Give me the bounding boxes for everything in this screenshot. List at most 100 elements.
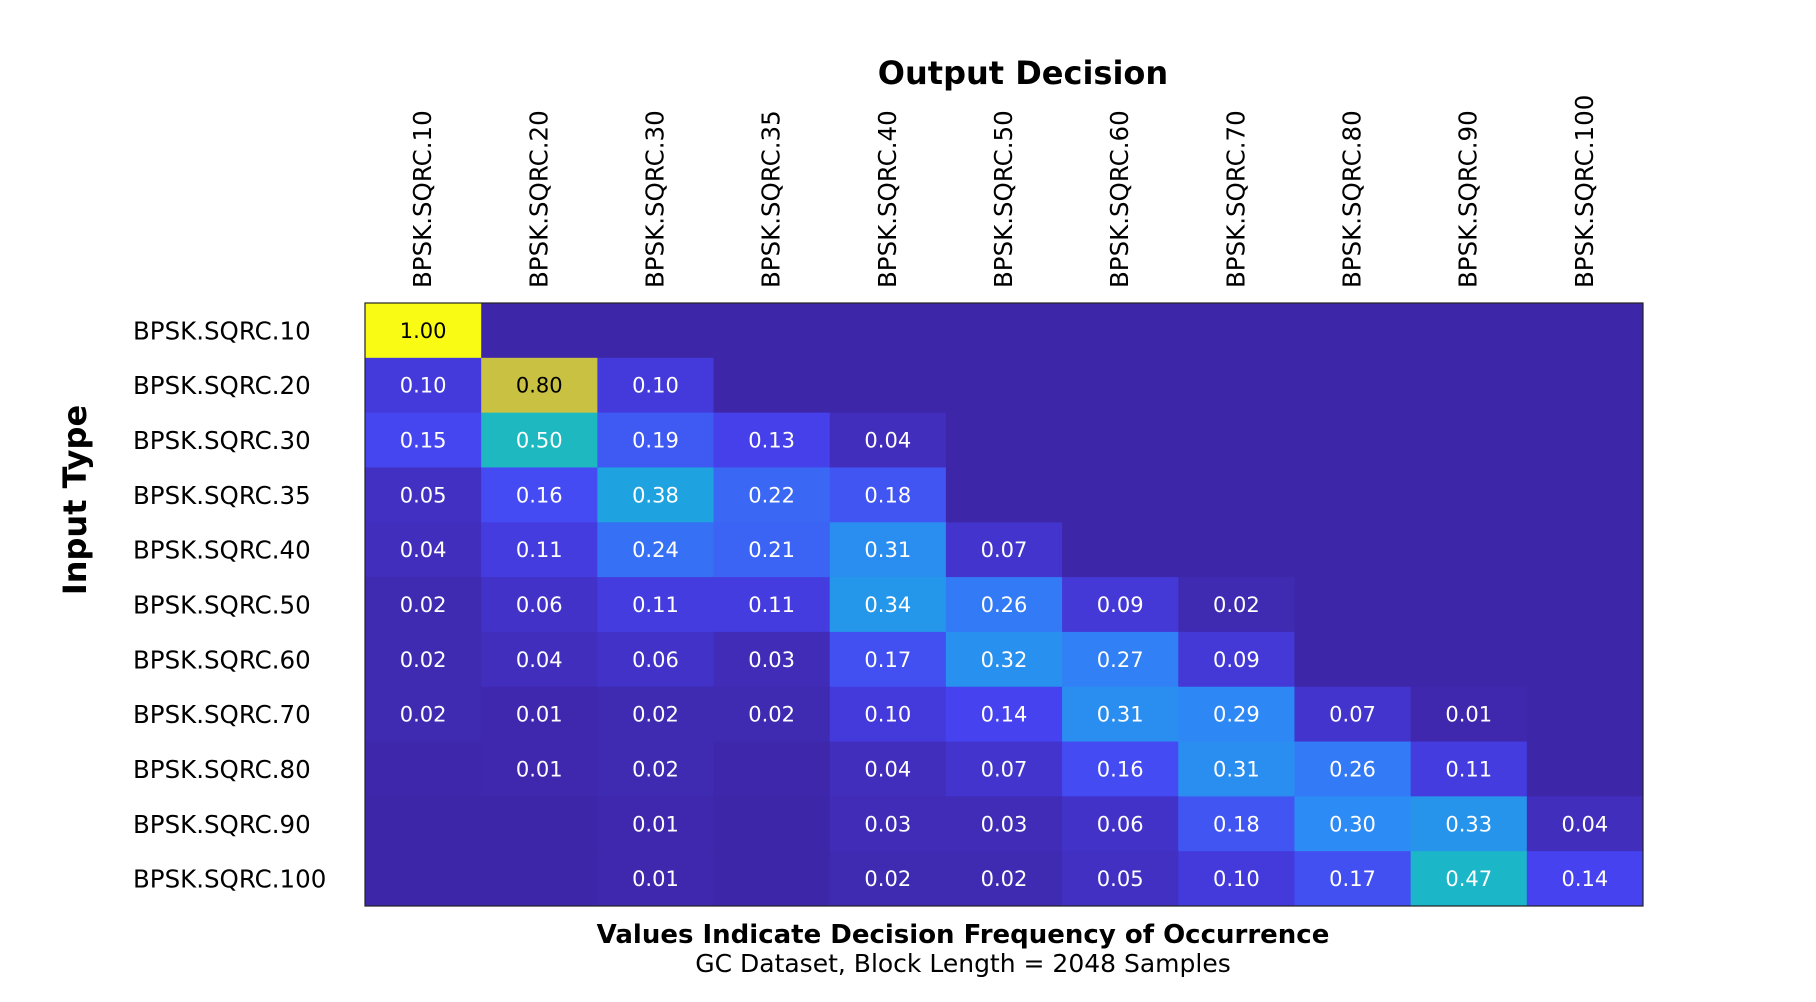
cell-value-label: 0.04 [1562,812,1609,836]
heatmap-cell [1526,631,1644,688]
heatmap-cell [1294,303,1412,359]
cell-value-label: 0.09 [1097,593,1144,617]
heatmap-cell [1410,357,1528,414]
cell-value-label: 0.02 [632,757,679,781]
heatmap-cell [945,851,1063,907]
heatmap-cell [597,796,715,852]
heatmap-cell [1526,741,1644,797]
cell-value-label: 0.15 [400,429,447,453]
heatmap-cell [481,467,598,523]
heatmap-cell [481,303,598,359]
cell-value-label: 0.10 [1213,867,1260,891]
y-tick-label: BPSK.SQRC.35 [133,481,311,510]
cell-value-label: 0.02 [400,648,447,672]
cell-value-label: 0.02 [400,703,447,727]
heatmap-cell [597,631,715,688]
heatmap-cell [713,467,831,523]
heatmap-cell [597,577,715,633]
heatmap-cell [481,631,598,688]
x-tick-label: BPSK.SQRC.70 [1221,110,1250,288]
cell-value-label: 0.01 [516,757,563,781]
heatmap-cell [1178,796,1295,852]
x-tick-label: BPSK.SQRC.50 [989,110,1018,288]
heatmap-cell [1062,357,1179,414]
heatmap-cell [1410,303,1528,359]
cell-value-label: 0.17 [1329,867,1376,891]
heatmap-cell [481,796,598,852]
heatmap-cell [1062,851,1179,907]
heatmap-cell [1178,467,1295,523]
heatmap-cell [1062,412,1179,468]
heatmap-cell [829,796,947,852]
cell-value-label: 0.03 [981,812,1028,836]
cell-value-label: 0.06 [1097,812,1144,836]
heatmap-cell [365,631,482,688]
heatmap-cell [481,522,598,578]
cell-value-label: 0.01 [1445,703,1492,727]
cell-value-label: 0.04 [516,648,563,672]
heatmap-cell [1294,522,1412,578]
cell-value-label: 0.02 [864,867,911,891]
cell-value-label: 0.07 [981,538,1028,562]
y-tick-label: BPSK.SQRC.100 [133,865,326,894]
heatmap-cell [829,522,947,578]
cell-value-label: 0.10 [864,703,911,727]
heatmap-cell [365,303,482,359]
heatmap-cell [1062,577,1179,633]
cell-value-label: 0.29 [1213,703,1260,727]
heatmap-cell [365,357,482,414]
heatmap-cell [1178,577,1295,633]
cell-value-label: 0.07 [1329,703,1376,727]
heatmap-cell [1294,577,1412,633]
heatmap-cell [829,357,947,414]
heatmap-cell [945,303,1063,359]
heatmap-cell [1294,467,1412,523]
cell-value-label: 0.13 [748,429,795,453]
heatmap-cell [597,303,715,359]
heatmap-cell [1062,631,1179,688]
cell-value-label: 0.26 [1329,757,1376,781]
heatmap-cell [1178,412,1295,468]
heatmap-cell [1526,357,1644,414]
heatmap-cell [829,631,947,688]
cell-value-label: 0.11 [1445,757,1492,781]
cell-value-label: 0.11 [632,593,679,617]
cell-value-label: 0.18 [1213,812,1260,836]
heatmap-cell [713,522,831,578]
cell-value-label: 0.04 [864,429,911,453]
cell-value-label: 1.00 [400,319,447,343]
cell-value-label: 0.04 [400,538,447,562]
cell-value-label: 0.03 [864,812,911,836]
heatmap-cell [1062,303,1179,359]
heatmap-cell [1526,686,1644,743]
heatmap-cell [713,303,831,359]
heatmap-cell [713,357,831,414]
heatmap-cell [365,412,482,468]
heatmap-cell [1294,357,1412,414]
x-tick-label: BPSK.SQRC.10 [408,110,437,288]
heatmap-cell [713,631,831,688]
heatmap-cell [1178,522,1295,578]
x-tick-label: BPSK.SQRC.35 [757,110,786,288]
heatmap-cell [945,412,1063,468]
x-axis-title: Output Decision [878,54,1168,92]
x-tick-label: BPSK.SQRC.30 [640,110,669,288]
cell-value-label: 0.50 [516,429,563,453]
heatmap-cell [1062,741,1179,797]
cell-value-label: 0.06 [632,648,679,672]
x-tick-label: BPSK.SQRC.40 [873,110,902,288]
heatmap-cell [1294,796,1412,852]
heatmap-cell [1178,851,1295,907]
heatmap-cell [829,741,947,797]
cell-value-label: 0.01 [632,867,679,891]
heatmap-cell [365,577,482,633]
x-tick-label: BPSK.SQRC.90 [1454,110,1483,288]
cell-value-label: 0.02 [748,703,795,727]
heatmap-cell [1062,796,1179,852]
cell-value-label: 0.31 [864,538,911,562]
cell-value-label: 0.47 [1445,867,1492,891]
x-tick-labels: BPSK.SQRC.10 BPSK.SQRC.20 BPSK.SQRC.30 BPSK… [408,95,1599,288]
heatmap-cell [481,412,598,468]
heatmap-cell [945,796,1063,852]
